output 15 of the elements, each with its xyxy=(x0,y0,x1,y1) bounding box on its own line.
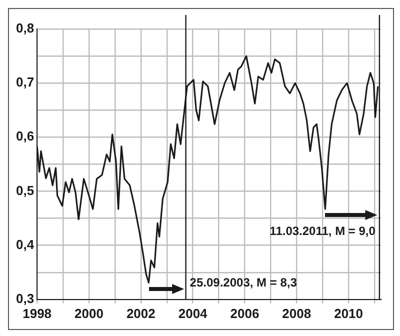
x-tick-label: 2002 xyxy=(126,306,156,321)
y-tick-label: 0,5 xyxy=(16,182,34,198)
y-tick-label: 0,7 xyxy=(16,74,34,90)
y-tick-label: 0,4 xyxy=(16,236,35,252)
x-tick-label: 2000 xyxy=(74,306,104,321)
x-tick-label: 2010 xyxy=(334,306,364,321)
x-tick-label: 1998 xyxy=(22,306,52,321)
x-tick-label: 2008 xyxy=(282,306,312,321)
x-tick-label: 2004 xyxy=(178,306,208,321)
y-tick-label: 0,8 xyxy=(16,20,34,36)
y-tick-label: 0,3 xyxy=(16,290,34,306)
y-tick-label: 0,6 xyxy=(16,128,34,144)
annotation: 25.09.2003, M = 8,3 xyxy=(190,276,298,290)
annotation: 11.03.2011, M = 9,0 xyxy=(270,224,376,238)
x-tick-label: 2006 xyxy=(230,306,260,321)
